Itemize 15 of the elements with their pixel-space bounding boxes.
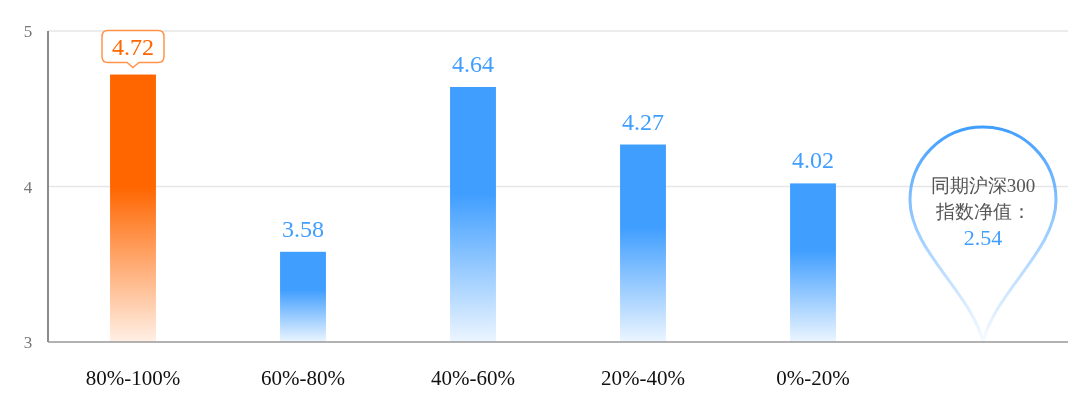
data-label: 4.72 bbox=[112, 33, 154, 60]
data-label: 4.27 bbox=[622, 108, 664, 135]
data-label: 4.02 bbox=[792, 147, 834, 174]
x-tick-label: 0%-20% bbox=[776, 366, 850, 390]
x-tick-label: 40%-60% bbox=[431, 366, 515, 390]
x-tick-label: 80%-100% bbox=[85, 366, 181, 390]
x-tick-label: 60%-80% bbox=[261, 366, 345, 390]
data-label: 3.58 bbox=[282, 215, 324, 242]
x-tick-label: 20%-40% bbox=[601, 366, 685, 390]
y-tick-label: 5 bbox=[23, 22, 33, 41]
data-label: 4.64 bbox=[452, 50, 494, 77]
annotation: 同期沪深300指数净值： bbox=[929, 174, 1037, 224]
y-tick-label: 3 bbox=[23, 333, 33, 352]
annotation: 2.54 bbox=[962, 225, 1004, 251]
y-tick-label: 4 bbox=[23, 177, 33, 197]
